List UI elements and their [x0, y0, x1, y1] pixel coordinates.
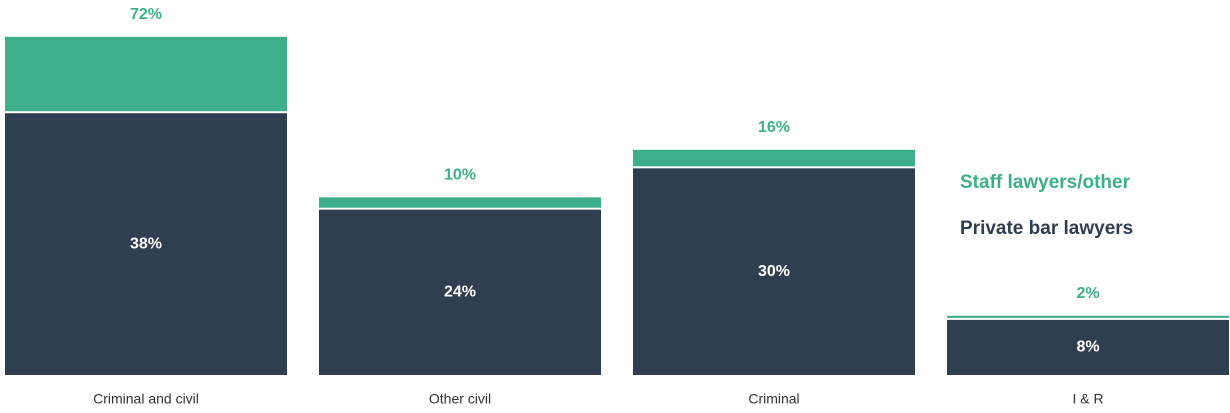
bar-segment — [5, 113, 287, 375]
bar-segment — [319, 209, 601, 375]
bar-segment — [633, 149, 915, 167]
bar-segment — [947, 319, 1229, 375]
x-tick-label: Criminal — [748, 391, 799, 407]
value-label: 30% — [758, 263, 790, 280]
bar-segment — [947, 315, 1229, 318]
value-label: 72% — [130, 6, 162, 23]
x-tick-label: Other civil — [429, 391, 491, 407]
value-label: 10% — [444, 167, 476, 184]
bar-segment — [319, 197, 601, 208]
value-label: 24% — [444, 284, 476, 301]
value-label: 2% — [1076, 285, 1099, 302]
value-label: 16% — [758, 119, 790, 136]
x-tick-label: Criminal and civil — [93, 391, 199, 407]
value-label: 38% — [130, 235, 162, 252]
x-tick-label: I & R — [1072, 391, 1103, 407]
value-label: 8% — [1076, 339, 1099, 356]
legend-label: Private bar lawyers — [960, 218, 1133, 239]
legend-label: Staff lawyers/other — [960, 172, 1131, 193]
bar-segment — [5, 36, 287, 112]
bar-segment — [633, 168, 915, 375]
